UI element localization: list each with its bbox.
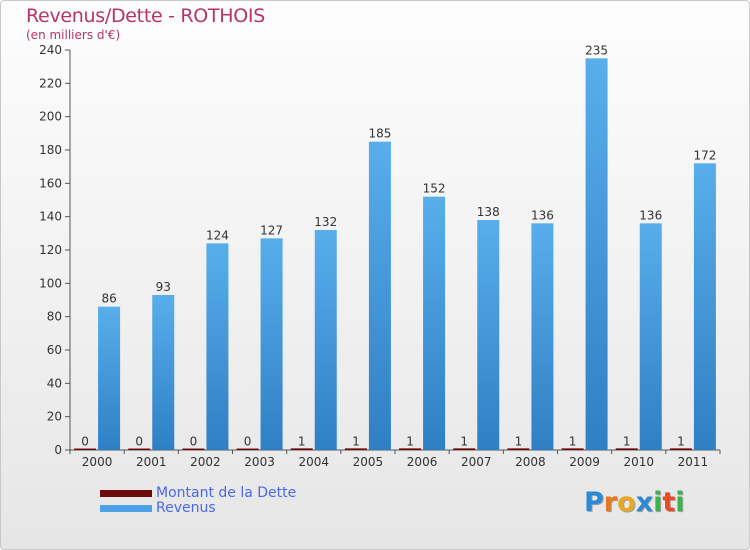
- bar-dette: [615, 448, 638, 450]
- data-label-dette: 1: [406, 434, 414, 448]
- data-label-dette: 0: [81, 435, 89, 449]
- y-tick-label: 0: [54, 443, 62, 457]
- y-tick-label: 120: [39, 243, 62, 257]
- logo-letter: x: [635, 487, 654, 518]
- bar-dette: [669, 448, 692, 450]
- x-tick-label: 2001: [136, 455, 167, 469]
- data-label-revenus: 124: [206, 228, 229, 242]
- data-label-dette: 1: [623, 434, 631, 448]
- x-tick-label: 2006: [407, 455, 438, 469]
- x-tick-label: 2010: [623, 455, 654, 469]
- bar-dette: [561, 448, 584, 450]
- chart-subtitle: (en milliers d'€): [26, 28, 121, 42]
- y-tick-label: 80: [47, 310, 62, 324]
- bar-revenus: [98, 306, 121, 450]
- data-label-revenus: 152: [423, 182, 446, 196]
- data-label-dette: 0: [244, 435, 252, 449]
- bar-revenus: [639, 223, 662, 450]
- bar-revenus: [206, 243, 229, 450]
- y-tick-label: 240: [39, 43, 62, 57]
- legend-label-dette: Montant de la Dette: [156, 485, 297, 501]
- data-label-dette: 1: [298, 434, 306, 448]
- x-tick-label: 2004: [298, 455, 329, 469]
- bar-dette: [236, 448, 259, 450]
- bar-revenus: [531, 223, 554, 450]
- bar-revenus: [368, 141, 391, 450]
- data-label-revenus: 172: [693, 148, 716, 162]
- y-tick-label: 100: [39, 276, 62, 290]
- logo-letter: r: [603, 487, 618, 518]
- data-label-dette: 1: [352, 434, 360, 448]
- legend-swatch-dette: [100, 490, 152, 497]
- y-tick-label: 140: [39, 210, 62, 224]
- x-tick-label: 2009: [569, 455, 600, 469]
- data-label-dette: 0: [190, 435, 198, 449]
- data-label-dette: 1: [569, 434, 577, 448]
- x-tick-label: 2002: [190, 455, 221, 469]
- data-label-dette: 1: [677, 434, 685, 448]
- x-tick-label: 2005: [353, 455, 384, 469]
- legend-swatch-revenus: [100, 505, 152, 512]
- y-tick-label: 200: [39, 110, 62, 124]
- data-label-dette: 1: [460, 434, 468, 448]
- data-label-revenus: 235: [585, 43, 608, 57]
- data-label-revenus: 86: [101, 292, 116, 306]
- legend: Montant de la Dette Revenus: [100, 486, 296, 516]
- x-tick-label: 2007: [461, 455, 492, 469]
- data-label-revenus: 185: [368, 127, 391, 141]
- y-tick-label: 160: [39, 176, 62, 190]
- logo-letter: i: [675, 487, 685, 518]
- y-tick-label: 60: [47, 343, 62, 357]
- x-tick-label: 2011: [678, 455, 709, 469]
- data-label-revenus: 93: [156, 280, 171, 294]
- data-label-revenus: 127: [260, 223, 283, 237]
- logo-letter: i: [653, 487, 663, 518]
- chart-title: Revenus/Dette - ROTHOIS: [26, 5, 265, 27]
- legend-item-revenus: Revenus: [100, 501, 296, 516]
- data-label-revenus: 136: [531, 208, 554, 222]
- bar-revenus: [585, 58, 608, 450]
- legend-label-revenus: Revenus: [156, 500, 216, 516]
- data-label-dette: 0: [135, 435, 143, 449]
- bar-dette: [453, 448, 476, 450]
- bar-revenus: [477, 220, 500, 450]
- logo-letter: t: [662, 487, 676, 518]
- legend-item-dette: Montant de la Dette: [100, 486, 296, 501]
- bar-revenus: [423, 196, 446, 450]
- bar-dette: [182, 448, 205, 450]
- logo-letter: P: [584, 487, 604, 518]
- x-tick-label: 2003: [244, 455, 275, 469]
- data-label-revenus: 132: [314, 215, 337, 229]
- data-label-revenus: 136: [639, 208, 662, 222]
- y-tick-label: 220: [39, 76, 62, 90]
- bar-revenus: [152, 295, 175, 450]
- bar-revenus: [693, 163, 716, 451]
- bar-dette: [290, 448, 313, 450]
- bar-revenus: [314, 230, 337, 450]
- data-label-dette: 1: [515, 434, 523, 448]
- logo-letter: o: [617, 487, 636, 518]
- x-tick-label: 2000: [82, 455, 113, 469]
- x-tick-label: 2008: [515, 455, 546, 469]
- bar-dette: [74, 448, 97, 450]
- proxiti-logo: Proxiti: [584, 487, 685, 518]
- y-tick-label: 180: [39, 143, 62, 157]
- y-tick-label: 20: [47, 410, 62, 424]
- y-tick-label: 40: [47, 376, 62, 390]
- bar-dette: [507, 448, 530, 450]
- bar-revenus: [260, 238, 283, 450]
- bar-dette: [399, 448, 422, 450]
- bar-dette: [344, 448, 367, 450]
- data-label-revenus: 138: [477, 205, 500, 219]
- bar-dette: [128, 448, 151, 450]
